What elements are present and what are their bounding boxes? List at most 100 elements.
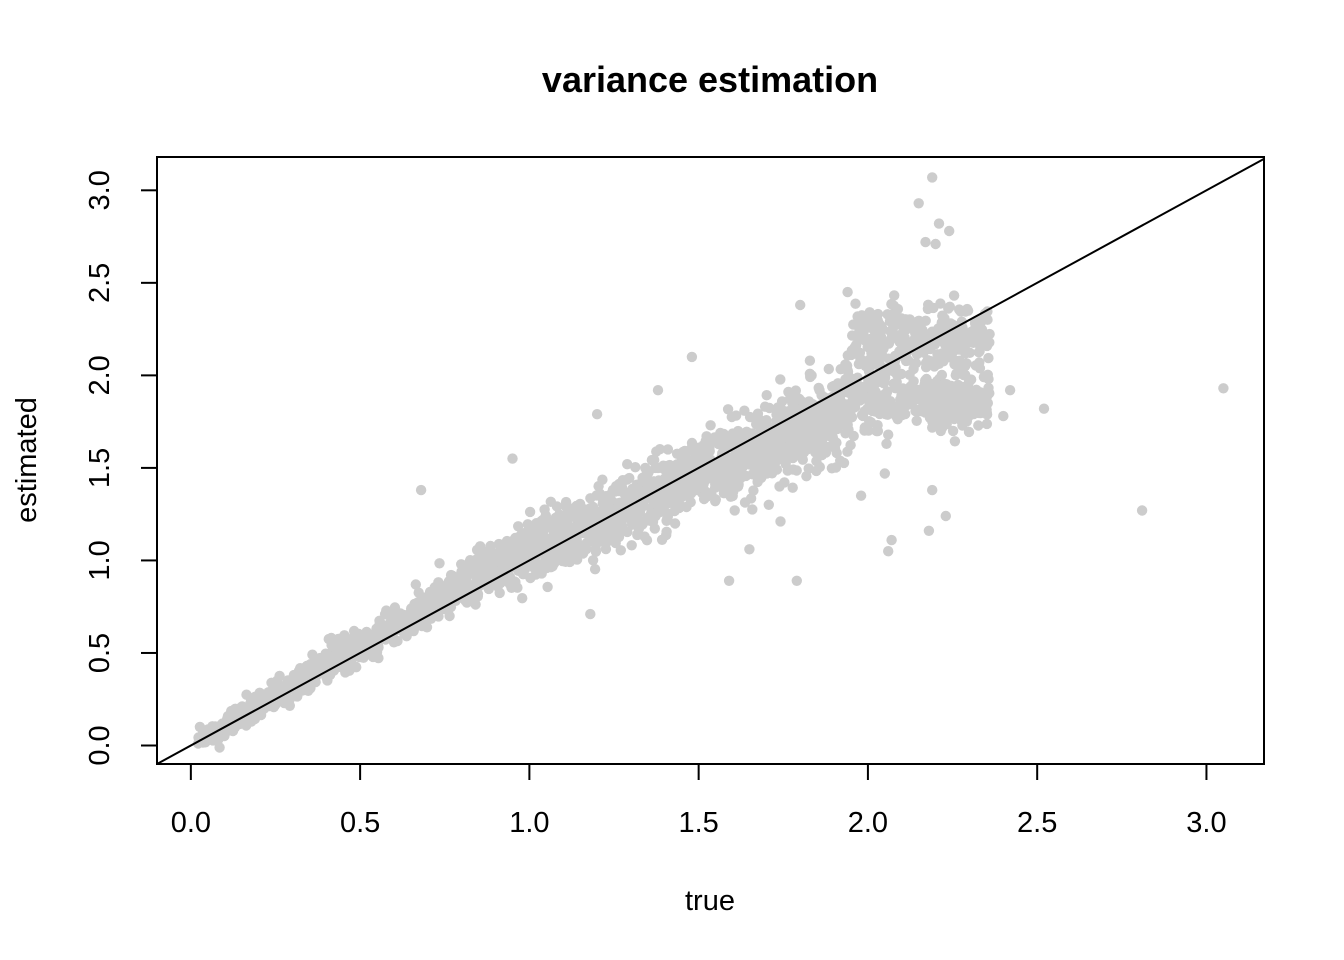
data-point [495,553,507,564]
x-tick-label: 2.0 [848,807,888,839]
data-point [828,380,840,392]
data-point [847,397,858,408]
data-point [729,505,740,516]
data-point [530,541,541,552]
data-point [454,580,465,591]
data-point [853,322,865,333]
data-point [913,392,924,404]
data-point [682,459,693,470]
data-point [434,558,445,569]
data-point [730,410,742,421]
data-point [973,347,984,358]
data-point [820,447,832,458]
data-point [764,440,775,451]
data-point [929,339,941,350]
data-points [193,172,1229,753]
data-point [783,442,795,453]
data-point [549,517,561,528]
y-tick-label: 0.5 [84,633,116,673]
data-point [269,683,280,694]
data-point [597,474,608,485]
data-point [498,542,509,553]
identity-reference-line [156,157,1265,765]
data-point [935,354,946,365]
data-point [795,299,806,311]
data-point [534,525,545,536]
data-point [461,597,473,608]
data-point [885,326,896,337]
data-point [662,444,674,455]
data-point [971,315,983,327]
data-point [936,369,948,381]
data-point [674,502,685,514]
data-point [752,408,764,419]
data-point [883,429,894,440]
data-point [510,551,521,562]
data-point [814,461,825,473]
data-point [698,493,710,505]
data-point [923,397,934,408]
data-point [736,467,747,478]
y-axis: 0.0 0.5 1.0 1.5 2.0 2.5 3.0 [84,170,158,766]
data-point [754,417,765,428]
data-point [881,388,892,399]
data-point [752,476,763,488]
data-point [661,515,672,526]
data-point [563,509,574,520]
x-axis-title: true [685,885,735,917]
data-point [632,483,643,494]
data-point [492,581,503,592]
data-point [469,563,480,575]
data-point [485,558,497,570]
data-point [560,556,571,567]
data-point [855,490,867,501]
data-point [214,742,225,753]
data-point [872,308,884,320]
data-point [827,431,838,442]
data-point [700,435,711,447]
data-point [850,298,861,309]
data-point [947,425,959,437]
data-point [816,414,827,425]
data-point [640,462,651,474]
data-point [578,511,589,523]
data-point [1038,403,1050,414]
data-point [506,542,517,554]
data-point [913,315,925,326]
data-point [775,424,786,435]
data-point [944,301,955,312]
data-point [392,619,403,630]
data-point [686,351,698,363]
data-point [626,489,637,501]
data-point [940,510,951,522]
data-point [963,426,975,438]
data-point [930,238,941,250]
data-point [748,485,759,496]
data-point [651,446,662,457]
data-point [600,491,612,502]
y-tick-label: 0.0 [84,725,116,765]
data-point [287,676,298,687]
data-point [948,339,960,351]
data-point [545,496,556,507]
data-point [801,471,812,482]
data-point [782,465,793,476]
data-point [755,456,766,467]
data-point [900,408,911,420]
data-point [307,649,318,660]
data-point [761,390,772,401]
data-point [941,395,952,406]
data-point [983,352,994,364]
data-point [652,385,664,396]
data-point [591,409,603,420]
data-point [864,307,875,318]
data-point [802,416,814,427]
data-point [923,299,934,310]
data-point [587,555,599,566]
data-point [727,432,738,443]
data-point [913,198,924,209]
data-point [388,605,400,616]
data-point [444,610,455,622]
y-tick-label: 2.0 [84,355,116,395]
data-point [712,459,724,470]
